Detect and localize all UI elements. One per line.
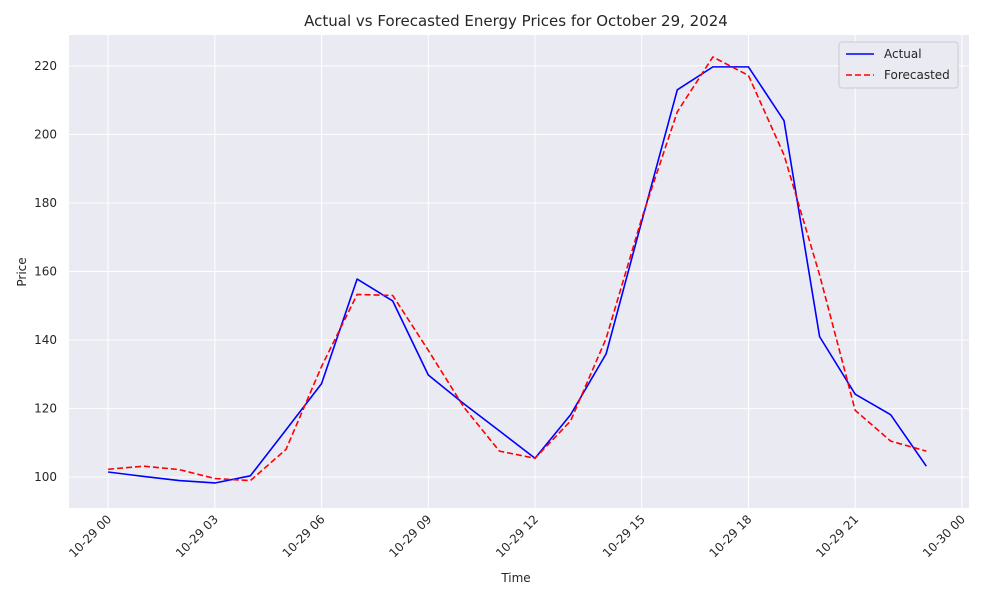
y-axis-label: Price xyxy=(15,257,29,286)
y-tick-label: 120 xyxy=(34,402,57,416)
x-tick-label: 10-29 18 xyxy=(707,512,755,560)
x-tick-label: 10-29 00 xyxy=(66,512,114,560)
y-tick-label: 220 xyxy=(34,59,57,73)
series-layer xyxy=(108,56,927,484)
y-tick-label: 100 xyxy=(34,470,57,484)
x-tick-label: 10-29 09 xyxy=(386,512,434,560)
x-axis-label: Time xyxy=(500,571,530,585)
y-tick-label: 160 xyxy=(34,265,57,279)
x-tick-label: 10-29 06 xyxy=(280,512,328,560)
x-tick-label: 10-29 12 xyxy=(493,512,541,560)
series-line-actual xyxy=(108,66,927,484)
x-tick-label: 10-29 03 xyxy=(173,512,221,560)
legend-label-actual: Actual xyxy=(884,47,922,61)
legend-label-forecasted: Forecasted xyxy=(884,68,950,82)
chart-title: Actual vs Forecasted Energy Prices for O… xyxy=(304,12,728,30)
y-tick-label: 200 xyxy=(34,127,57,141)
x-tick-label: 10-29 21 xyxy=(813,512,861,560)
x-tick-labels: 10-29 00 10-29 03 10-29 06 10-29 09 10-29 12… xyxy=(66,512,968,560)
x-tick-label: 10-30 00 xyxy=(920,512,968,560)
y-tick-label: 180 xyxy=(34,196,57,210)
y-gridlines xyxy=(69,65,969,478)
legend: Actual Forecasted xyxy=(838,41,959,89)
series-line-forecasted xyxy=(108,56,927,482)
y-tick-labels: 100 120 140 160 180 200 220 xyxy=(34,59,57,484)
x-tick-label: 10-29 15 xyxy=(600,512,648,560)
y-tick-label: 140 xyxy=(34,333,57,347)
